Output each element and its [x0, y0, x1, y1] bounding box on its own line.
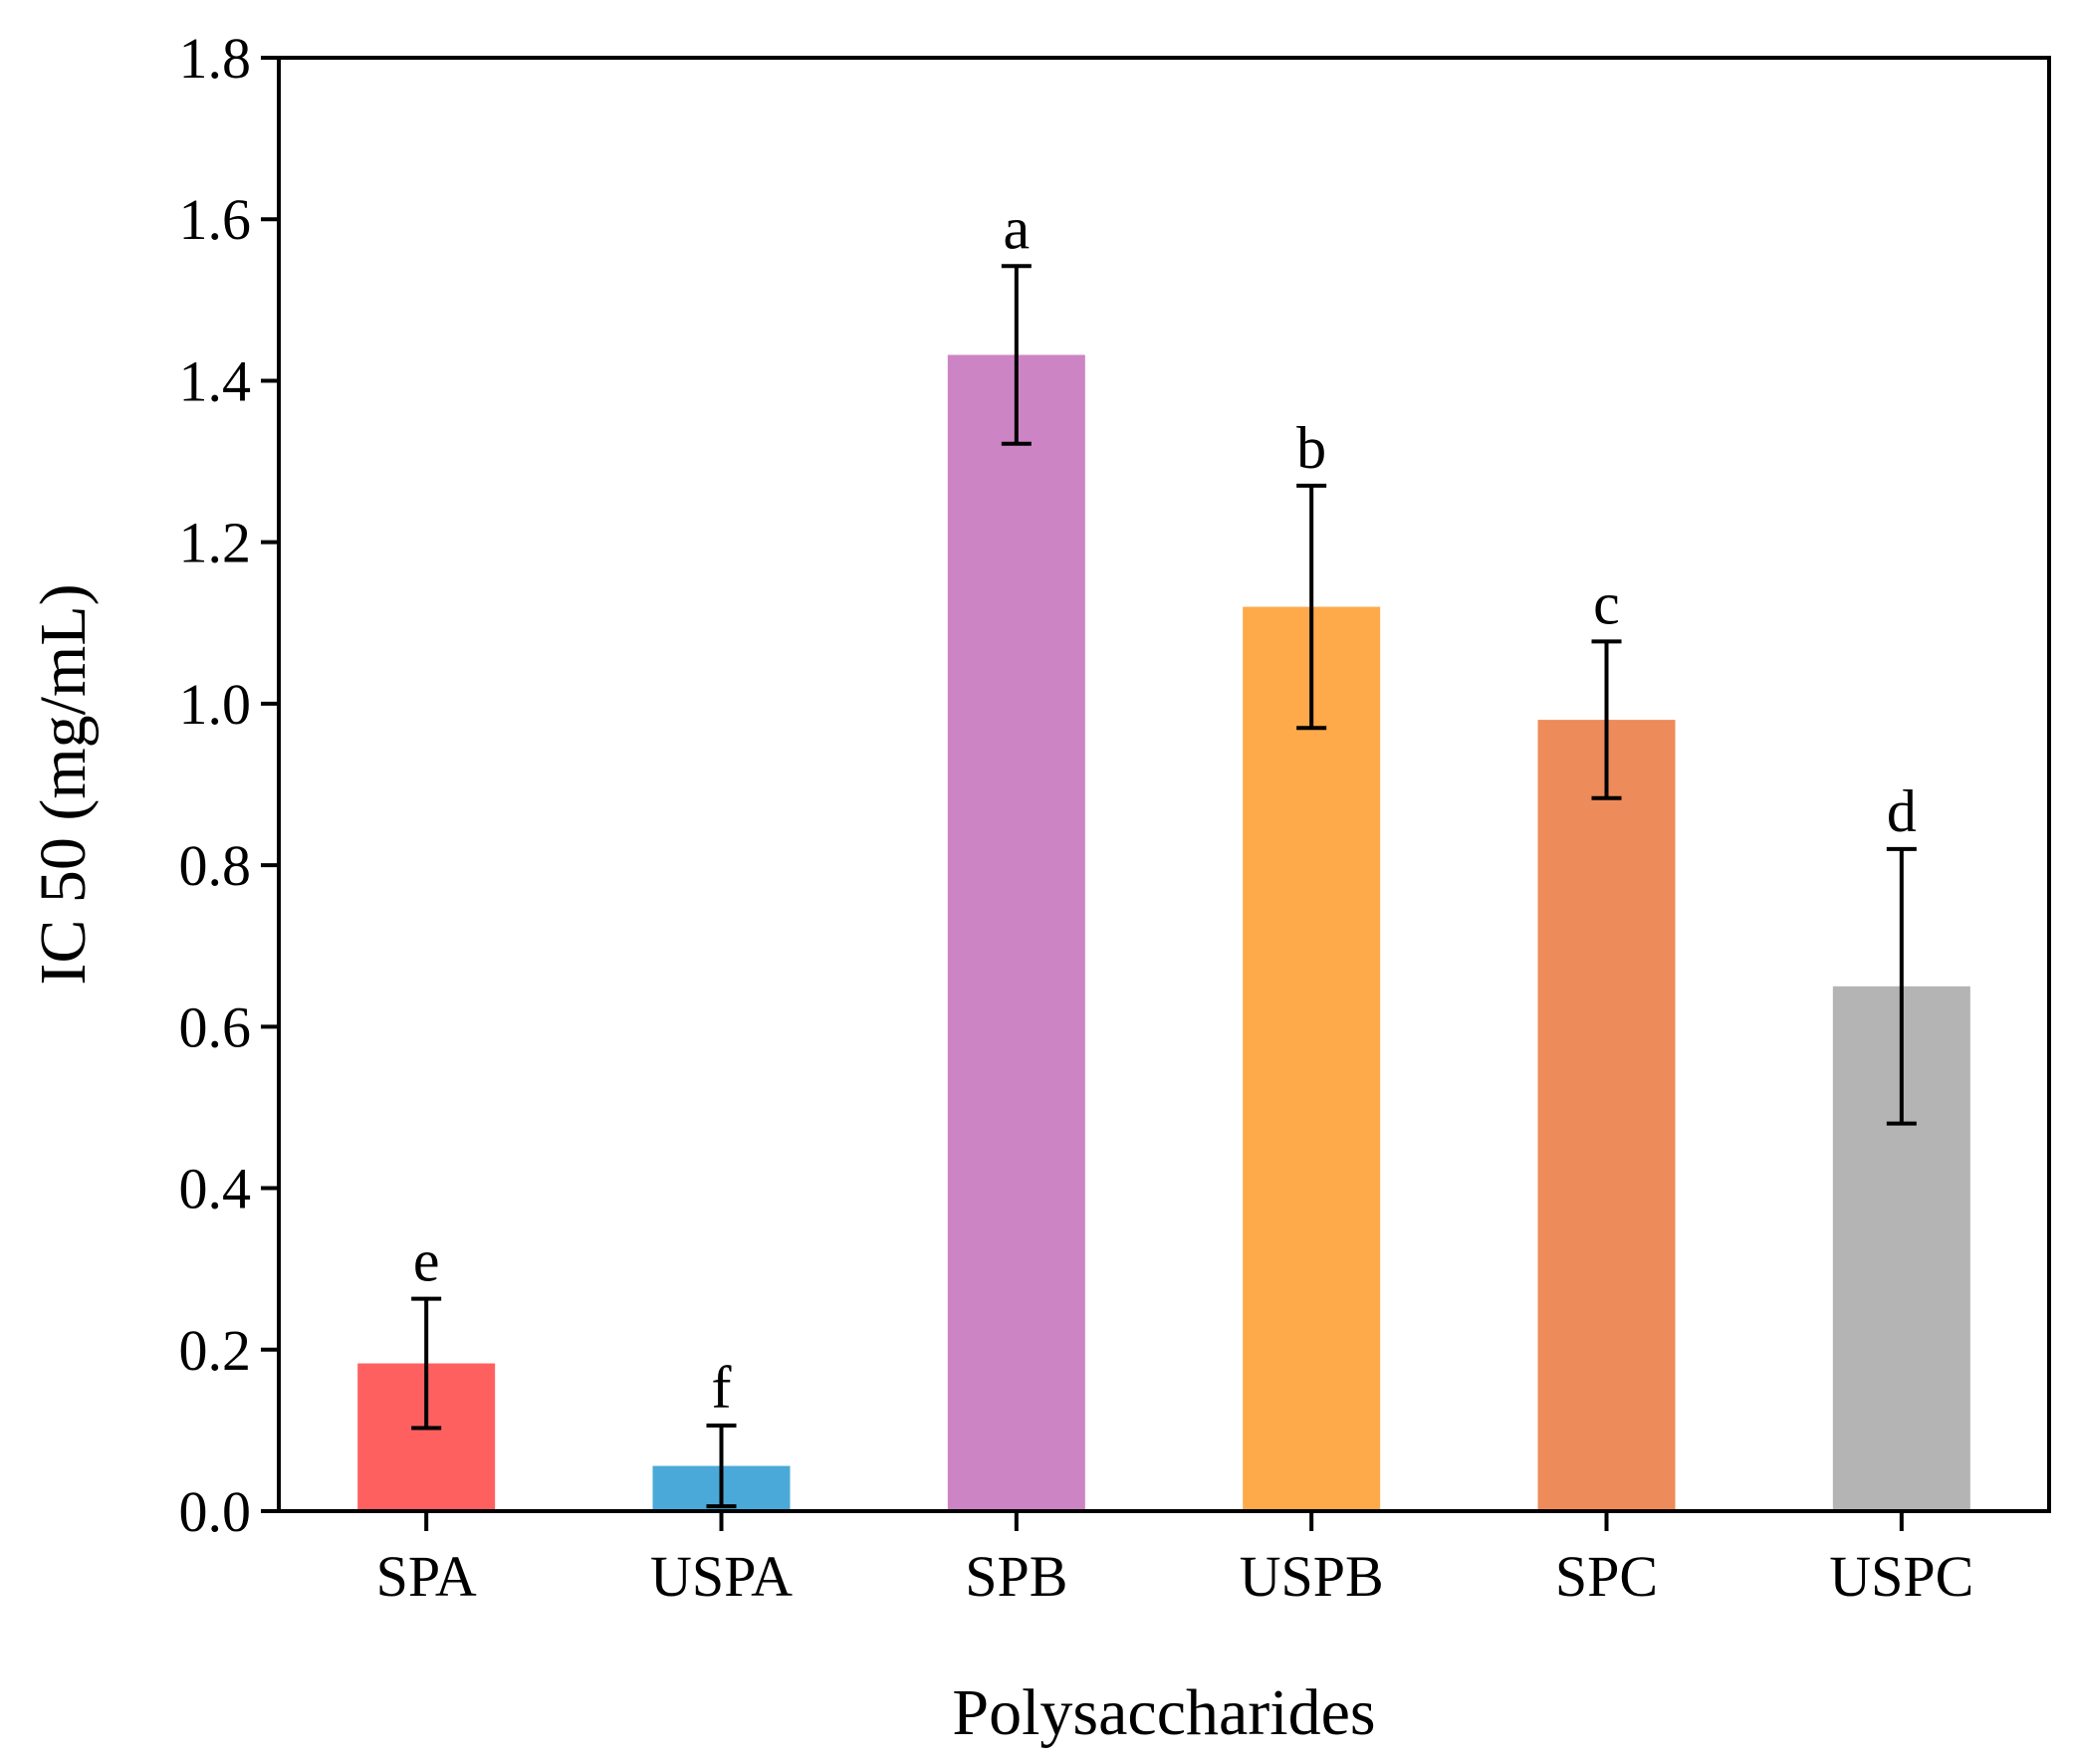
x-tick-label-uspb: USPB — [1240, 1544, 1384, 1609]
significance-letter-spa: e — [413, 1228, 440, 1294]
significance-letter-spb: a — [1004, 195, 1031, 261]
plot-frame — [277, 56, 2051, 1513]
y-tick-label-1: 0.2 — [179, 1318, 252, 1383]
y-tick-label-7: 1.4 — [179, 348, 252, 413]
y-axis-title: IC 50 (mg/mL) — [27, 583, 100, 985]
x-tick-label-spa: SPA — [376, 1544, 477, 1609]
y-tick-label-9: 1.8 — [179, 26, 252, 91]
x-tick-label-uspa: USPA — [650, 1544, 793, 1609]
significance-letters-layer: e f a b c d — [413, 195, 1917, 1421]
significance-letter-uspa: f — [712, 1355, 732, 1421]
y-axis: 0.0 0.2 0.4 0.6 0.8 1.0 1.2 1.4 1.6 1.8 — [179, 26, 279, 1544]
error-bars-layer — [411, 264, 1917, 1509]
significance-letter-uspb: b — [1296, 415, 1326, 481]
y-tick-label-2: 0.4 — [179, 1157, 252, 1221]
y-tick-label-5: 1.0 — [179, 672, 252, 737]
bars-layer — [357, 354, 1970, 1511]
significance-letter-uspc: d — [1887, 778, 1917, 844]
bar-spc — [1537, 720, 1676, 1511]
x-tick-label-spb: SPB — [965, 1544, 1067, 1609]
y-tick-label-6: 1.2 — [179, 511, 252, 575]
x-axis-title: Polysaccharides — [952, 1676, 1375, 1749]
x-axis: SPA USPA SPB USPB SPC USPC — [376, 1511, 1973, 1609]
y-tick-label-8: 1.6 — [179, 187, 252, 252]
bar-uspb — [1243, 606, 1381, 1511]
x-tick-label-uspc: USPC — [1829, 1544, 1973, 1609]
y-tick-label-4: 0.8 — [179, 833, 252, 898]
bar-spb — [947, 354, 1085, 1511]
x-tick-label-spc: SPC — [1555, 1544, 1658, 1609]
significance-letter-spc: c — [1593, 570, 1620, 636]
y-tick-label-3: 0.6 — [179, 994, 252, 1059]
y-tick-label-0: 0.0 — [179, 1479, 252, 1544]
